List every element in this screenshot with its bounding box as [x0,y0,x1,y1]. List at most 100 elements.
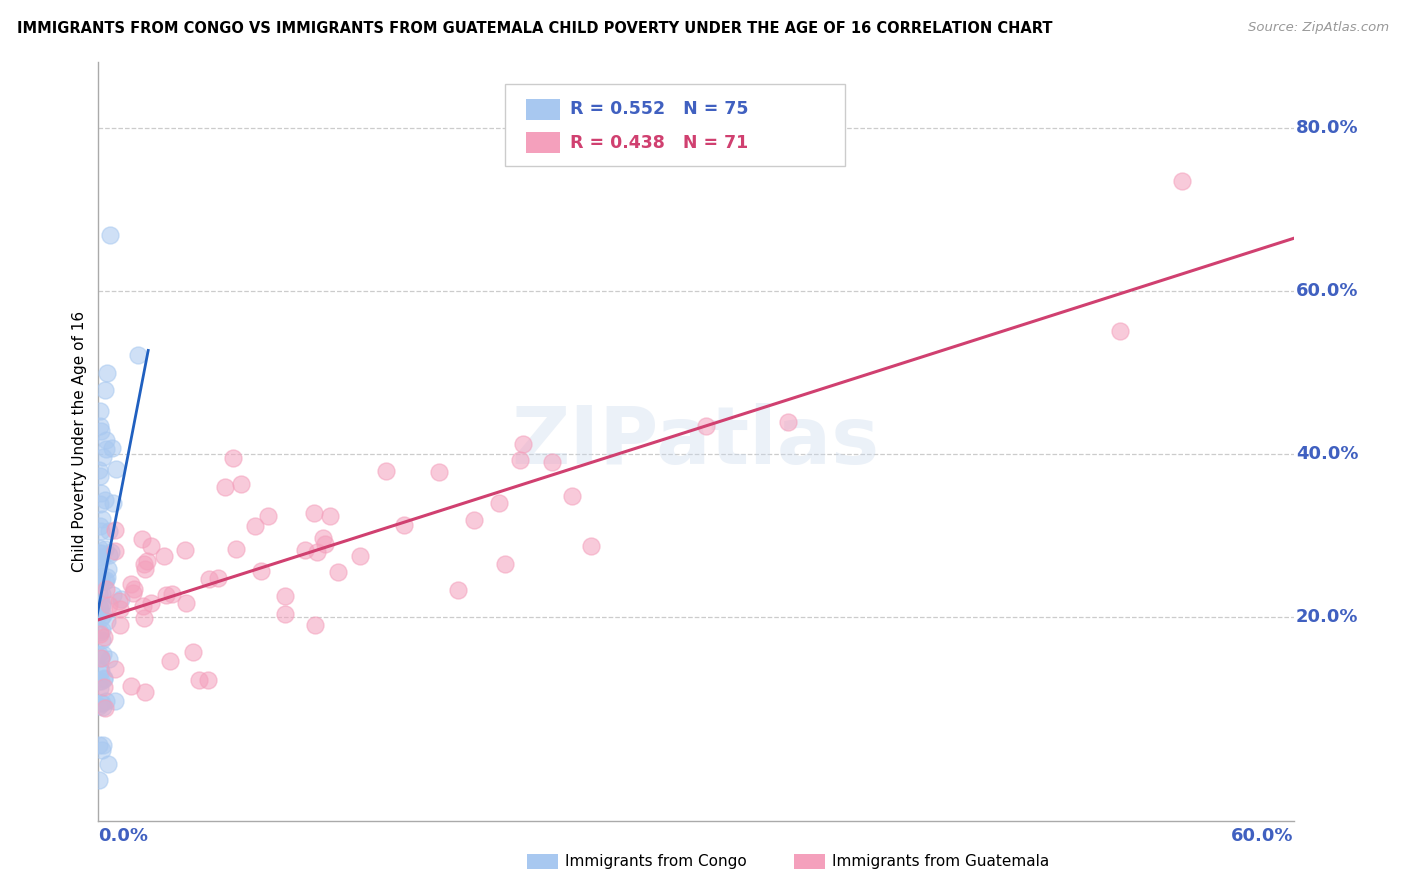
Point [225,542,247,557]
Point [96,366,118,380]
Point [222,451,245,466]
Point [91,699,114,714]
Point [91,647,114,661]
Point [122,586,145,600]
Text: 60.0%: 60.0% [1296,282,1358,300]
Point [93,630,115,644]
Point [294,543,316,558]
Point [103,496,125,510]
Point [579,540,602,554]
Point [229,476,252,491]
Point [94,383,117,397]
Point [90,623,112,637]
Point [96,614,118,628]
Point [96,562,118,576]
Point [155,588,177,602]
Point [488,496,510,510]
Point [134,685,156,699]
Point [90,570,112,584]
Point [89,627,111,641]
Point [91,607,114,622]
Point [94,434,117,448]
Point [392,518,415,533]
Point [98,228,121,243]
Point [94,582,117,597]
Point [93,542,115,557]
Point [90,651,112,665]
Point [87,541,110,556]
Text: 60.0%: 60.0% [1232,827,1294,845]
Point [89,419,111,434]
Point [108,602,131,616]
Point [94,694,117,708]
Point [91,738,114,752]
Point [249,564,271,578]
Point [94,701,117,715]
Point [91,450,114,464]
Point [159,654,181,668]
Point [93,493,115,508]
Point [87,673,110,688]
Point [160,587,183,601]
Point [188,673,211,687]
Point [90,598,112,612]
Point [131,533,153,547]
Point [90,486,112,500]
Point [97,757,120,772]
Bar [526,99,560,120]
Point [494,558,516,572]
Point [776,415,799,429]
Text: Immigrants from Congo: Immigrants from Congo [565,854,747,869]
Point [141,596,163,610]
Point [90,673,112,688]
Point [87,607,110,621]
Point [89,558,111,572]
Point [274,589,297,603]
Point [90,696,112,710]
Text: IMMIGRANTS FROM CONGO VS IMMIGRANTS FROM GUATEMALA CHILD POVERTY UNDER THE AGE O: IMMIGRANTS FROM CONGO VS IMMIGRANTS FROM… [17,21,1052,37]
Point [93,574,115,588]
Point [207,571,229,585]
Point [89,497,111,511]
Point [304,506,326,520]
Point [134,562,156,576]
Point [104,662,127,676]
Point [89,600,111,615]
FancyBboxPatch shape [505,85,845,166]
Point [89,651,111,665]
Point [104,524,127,538]
Point [89,519,111,533]
Point [273,607,295,621]
Point [89,463,111,477]
Text: 80.0%: 80.0% [1296,119,1358,136]
Point [312,531,335,545]
Bar [526,132,560,153]
Point [87,698,110,713]
Point [214,480,236,494]
Point [120,577,142,591]
Point [93,680,115,694]
Point [509,453,531,467]
Point [90,552,112,566]
Point [97,524,120,538]
Point [314,537,336,551]
Point [98,598,121,612]
Point [349,549,371,564]
Point [89,587,111,601]
Point [107,593,129,607]
Point [141,540,163,554]
Point [105,462,128,476]
Point [127,348,149,362]
Point [108,617,131,632]
Point [87,772,110,787]
Point [176,597,198,611]
Point [91,587,114,601]
Point [101,442,124,456]
Point [183,645,205,659]
Text: Source: ZipAtlas.com: Source: ZipAtlas.com [1249,21,1389,35]
Point [90,665,112,679]
Point [110,592,132,607]
Point [132,557,155,571]
Point [132,599,155,613]
Y-axis label: Child Poverty Under the Age of 16: Child Poverty Under the Age of 16 [72,311,87,572]
